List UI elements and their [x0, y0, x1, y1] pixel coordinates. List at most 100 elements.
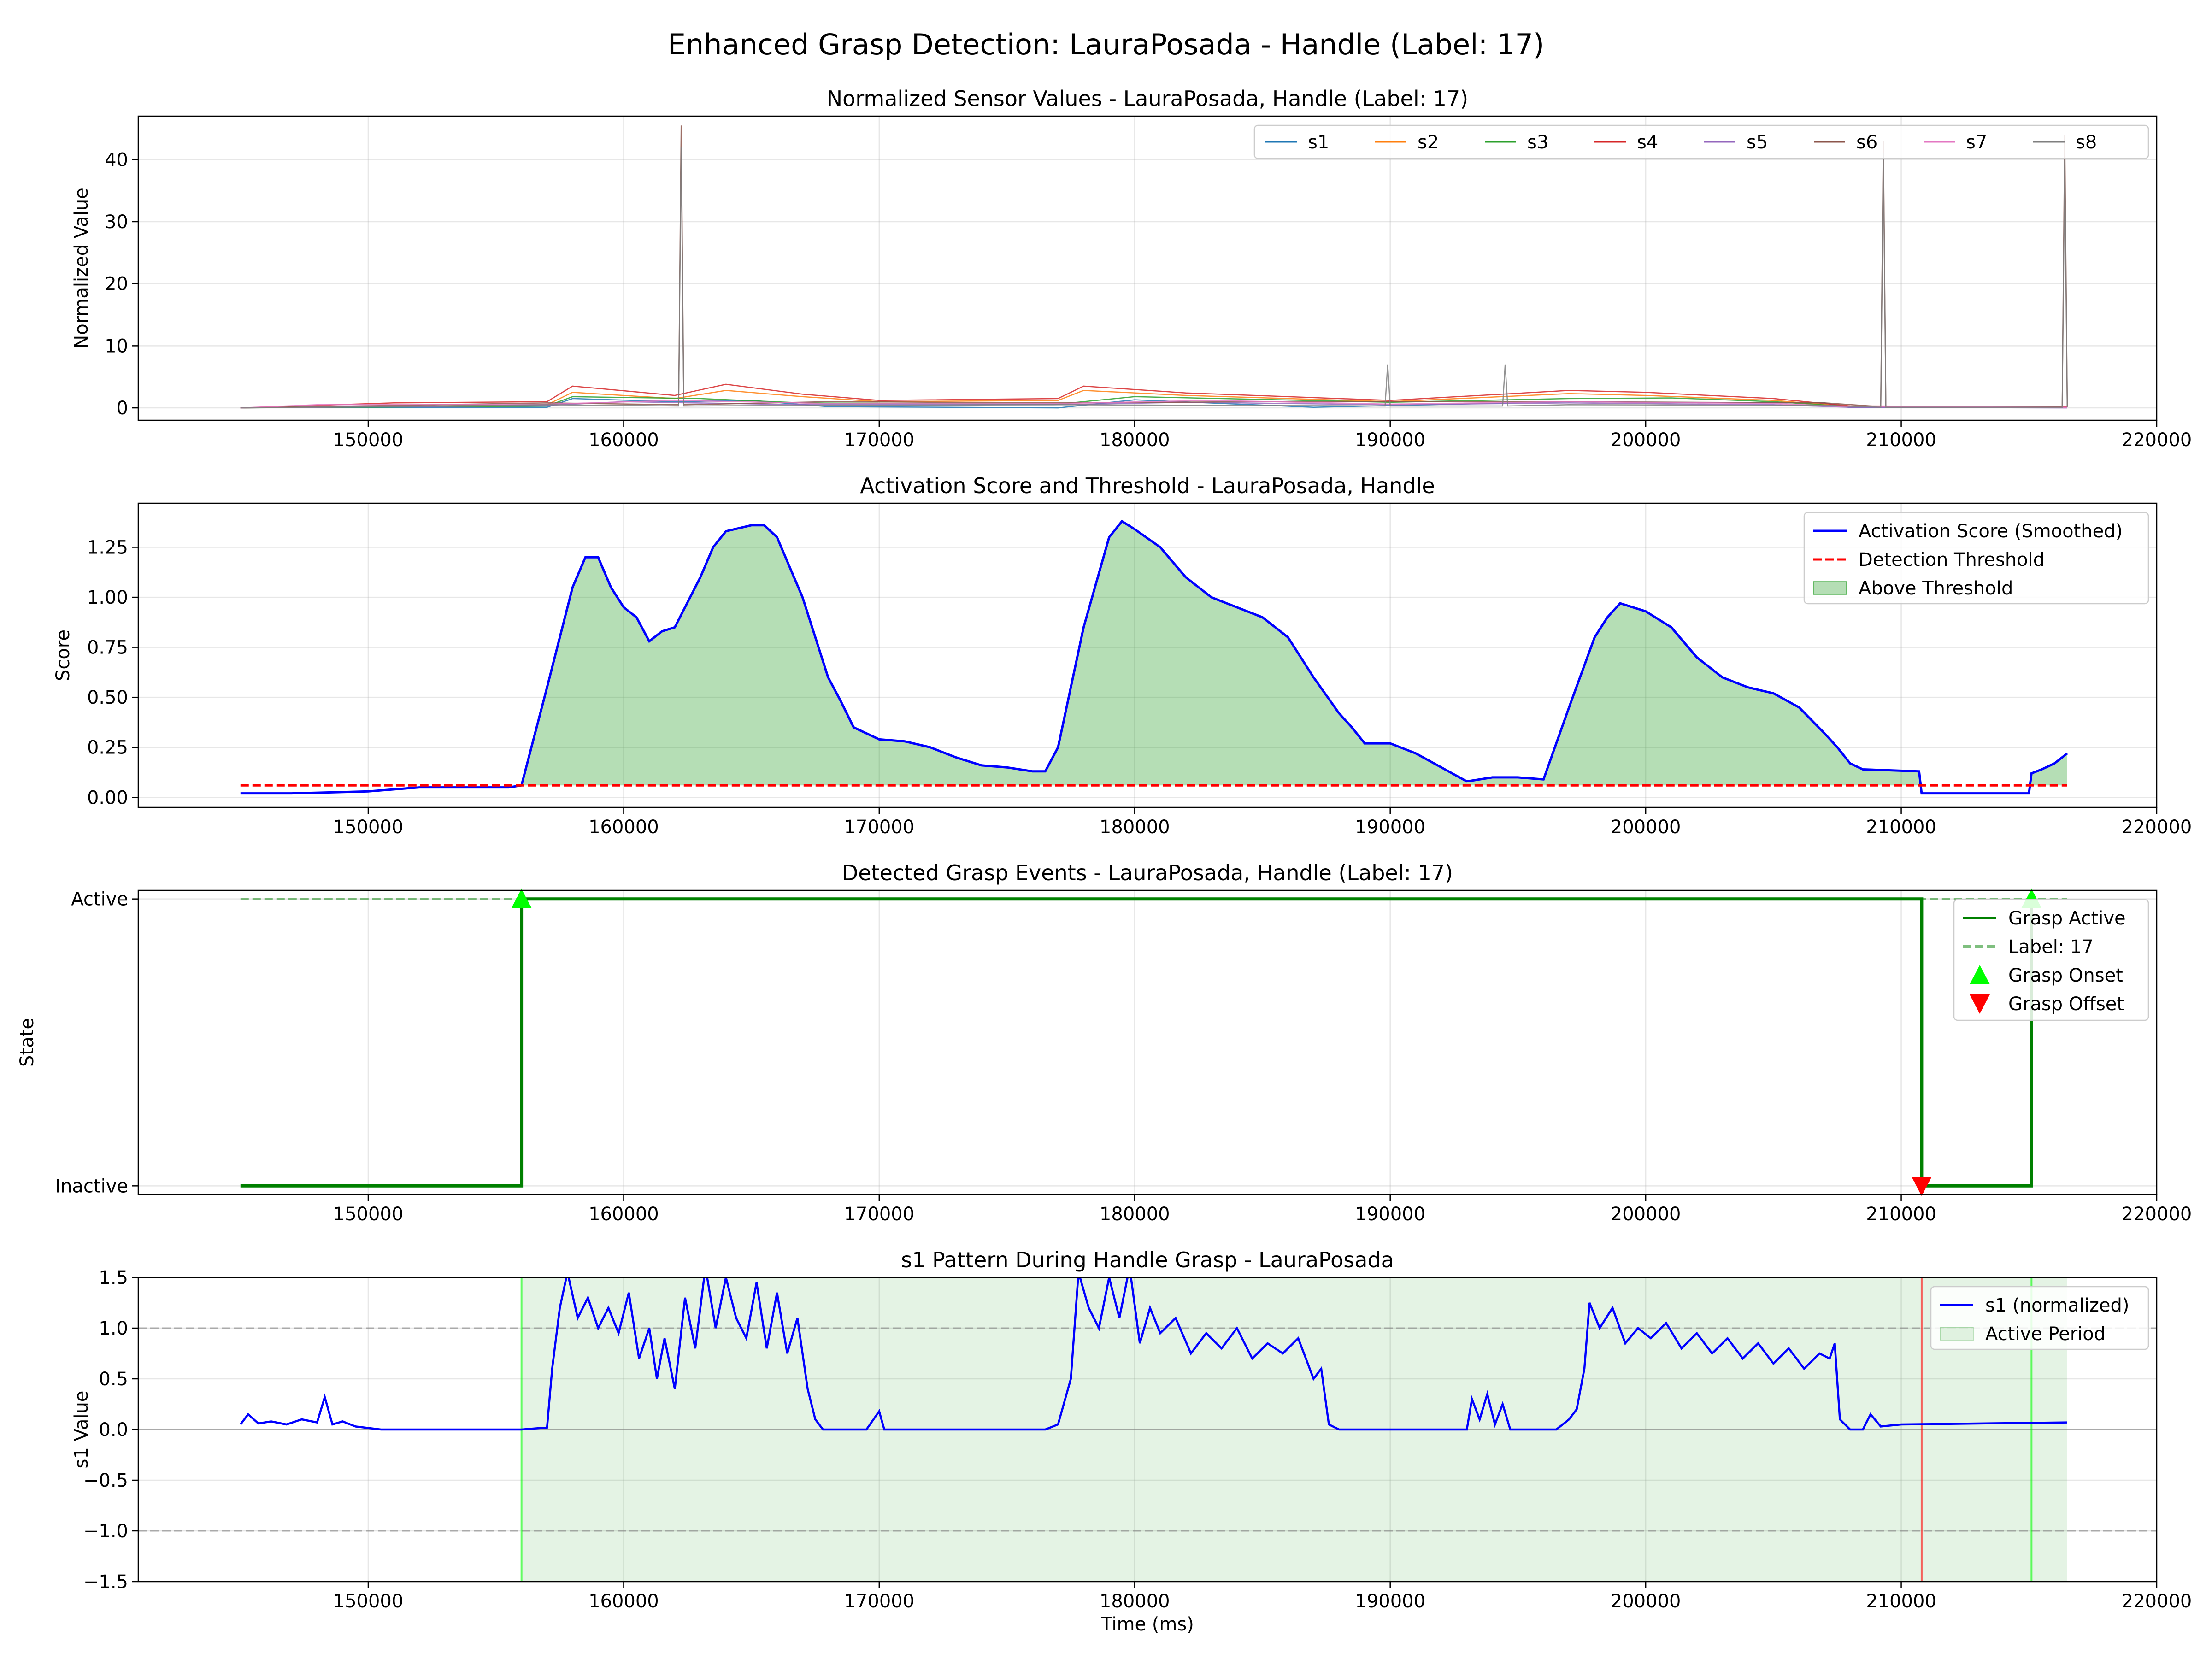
axes-frame	[137, 889, 2158, 1195]
plot-area	[138, 1277, 2157, 1582]
grasp-onset-marker	[511, 888, 532, 908]
y-tick-label: −0.5	[83, 1470, 128, 1491]
y-tick-label: 40	[105, 149, 128, 171]
legend-label-above-threshold: Above Threshold	[1859, 578, 2013, 599]
x-tick-label: 160000	[588, 817, 659, 838]
y-tick-label: −1.5	[83, 1571, 128, 1593]
legend-label-grasp-active: Grasp Active	[2008, 908, 2126, 929]
x-tick-label: 200000	[1611, 1204, 1681, 1225]
legend-label-s2: s2	[1418, 132, 1439, 153]
legend-label-s7: s7	[1966, 132, 1987, 153]
y-tick-label: 0.00	[87, 787, 128, 808]
subplot-activation-score: 150000 160000 170000 180000 190000 200000 2100…	[53, 473, 2192, 838]
legend-label-s8: s8	[2076, 132, 2097, 153]
x-tick-label: 220000	[2122, 1204, 2192, 1225]
x-tick-label: 170000	[844, 429, 914, 451]
x-tick-label: 180000	[1100, 1204, 1170, 1225]
x-ticks: 150000 160000 170000 180000 190000 200000 2100…	[333, 1194, 2192, 1225]
subplot-s1-pattern: 150000 160000 170000 180000 190000 200000 2100…	[71, 1247, 2192, 1635]
y-tick-label: 10	[105, 335, 128, 357]
legend-box	[1953, 899, 2149, 1021]
x-tick-label: 200000	[1611, 817, 1681, 838]
legend-label-s1: s1 (normalized)	[1985, 1295, 2129, 1316]
x-tick-label: 220000	[2122, 1591, 2192, 1612]
s1-line	[240, 1277, 2067, 1431]
subplot-title: Normalized Sensor Values - LauraPosada, …	[827, 86, 1469, 111]
x-tick-label: 210000	[1866, 817, 1936, 838]
legend-box	[1253, 124, 2149, 159]
figure-title: Enhanced Grasp Detection: LauraPosada - …	[668, 28, 1544, 61]
axes-frame	[137, 502, 2158, 808]
y-tick-label: 30	[105, 212, 128, 233]
x-tick-label: 150000	[333, 1591, 404, 1612]
x-tick-label: 220000	[2122, 429, 2192, 451]
activation-score-line	[240, 519, 2068, 795]
x-tick-label: 190000	[1355, 1204, 1425, 1225]
x-tick-label: 180000	[1100, 1591, 1170, 1612]
grasp-active-line	[240, 897, 2033, 1188]
series-line-s6	[240, 125, 2068, 409]
legend-swatch-grasp-offset	[1970, 994, 1990, 1014]
grasp-offset-marker	[1911, 1177, 1932, 1196]
y-tick-label: 1.0	[99, 1318, 128, 1339]
grid	[138, 890, 2158, 1194]
legend-label-s4: s4	[1637, 132, 1658, 153]
x-ticks: 150000 160000 170000 180000 190000 200000 2100…	[333, 420, 2192, 451]
subplot-sensor-values: 150000 160000 170000 180000 190000 200000 2100…	[71, 86, 2192, 451]
y-tick-label: 1.5	[99, 1267, 128, 1288]
legend-label-activation-score: Activation Score (Smoothed)	[1859, 521, 2123, 542]
series-line-s8	[240, 147, 2068, 409]
x-tick-label: 210000	[1866, 429, 1936, 451]
y-tick-label: 20	[105, 274, 128, 295]
y-axis-label: Score	[53, 629, 74, 681]
plot-area	[240, 125, 2068, 409]
above-threshold-area	[240, 521, 2067, 786]
plot-area	[240, 897, 2067, 1188]
legend-swatch-above-threshold	[1813, 581, 1847, 595]
x-tick-label: 150000	[333, 429, 404, 451]
axes-frame	[137, 115, 2158, 421]
legend-swatch-active-period	[1940, 1327, 1974, 1341]
legend-label-s6: s6	[1856, 132, 1877, 153]
legend-box	[1930, 1286, 2149, 1350]
y-ticks: Inactive Active	[55, 889, 138, 1197]
subplot-grasp-events: 150000 160000 170000 180000 190000 200000 2100…	[17, 860, 2192, 1225]
y-ticks: 0 10 20 30 40	[105, 149, 138, 419]
y-tick-label: Inactive	[55, 1176, 128, 1197]
legend-label-grasp-offset: Grasp Offset	[2008, 994, 2124, 1015]
y-axis-label: Normalized Value	[71, 188, 92, 348]
legend-box	[1803, 512, 2149, 605]
x-tick-label: 170000	[844, 1204, 914, 1225]
series-line-s4	[240, 383, 2067, 409]
series-line-s3	[240, 396, 2067, 409]
x-tick-label: 150000	[333, 1204, 404, 1225]
x-tick-label: 170000	[844, 817, 914, 838]
y-ticks: −1.5 −1.0 −0.5 0.0 0.5 1.0 1.5	[83, 1267, 138, 1593]
series-line-s7	[240, 400, 2067, 409]
x-tick-label: 190000	[1355, 1591, 1425, 1612]
x-tick-label: 190000	[1355, 429, 1425, 451]
legend-swatch-grasp-onset	[1970, 965, 1990, 984]
subplot-title: Activation Score and Threshold - LauraPo…	[860, 473, 1435, 498]
legend-label-active-period: Active Period	[1985, 1324, 2106, 1345]
x-ticks: 150000 160000 170000 180000 190000 200000 2100…	[333, 807, 2192, 838]
x-tick-label: 160000	[588, 429, 659, 451]
legend-label-grasp-onset: Grasp Onset	[2008, 965, 2123, 986]
x-tick-label: 210000	[1866, 1591, 1936, 1612]
x-tick-label: 180000	[1100, 429, 1170, 451]
legend-label-s3: s3	[1527, 132, 1548, 153]
x-tick-label: 220000	[2122, 817, 2192, 838]
y-ticks: 0.00 0.25 0.50 0.75 1.00 1.25	[87, 537, 138, 808]
y-axis-label: s1 Value	[71, 1391, 92, 1469]
y-tick-label: 1.25	[87, 537, 128, 559]
legend: s1 (normalized) Active Period	[1930, 1286, 2149, 1350]
legend-label-label-17: Label: 17	[2008, 936, 2094, 958]
subplot-title: Detected Grasp Events - LauraPosada, Han…	[842, 860, 1453, 885]
y-tick-label: 0.75	[87, 637, 128, 659]
x-tick-label: 210000	[1866, 1204, 1936, 1225]
y-tick-label: −1.0	[83, 1521, 128, 1542]
legend: Grasp Active Label: 17 Grasp Onset Grasp Of…	[1953, 899, 2149, 1021]
x-tick-label: 150000	[333, 817, 404, 838]
y-tick-label: 0	[117, 398, 128, 419]
